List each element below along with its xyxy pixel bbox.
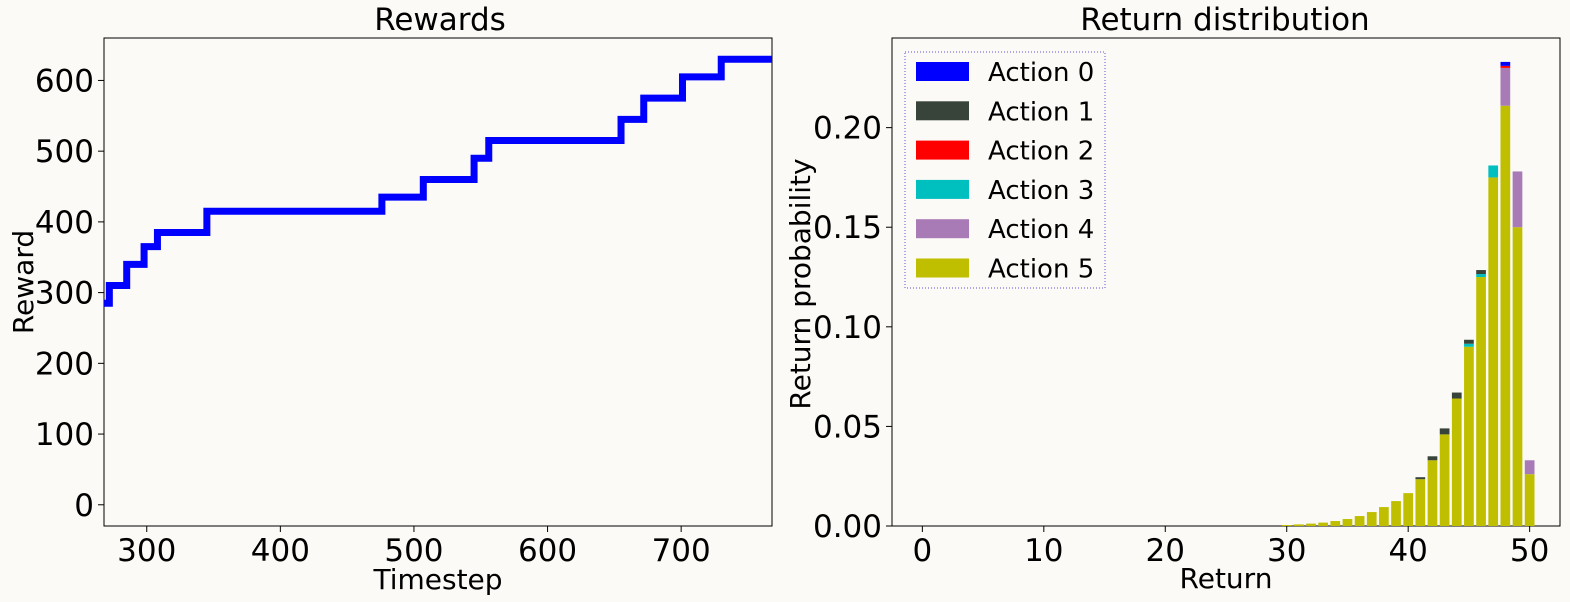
- x-tick-label: 0: [912, 533, 932, 569]
- legend-label: Action 5: [988, 255, 1094, 285]
- bar-segment: [1366, 512, 1377, 526]
- y-tick-label: 0.05: [813, 409, 882, 445]
- bar-segment: [1306, 523, 1316, 526]
- y-tick-label: 0.00: [813, 509, 882, 545]
- legend-label: Action 0: [988, 58, 1094, 88]
- y-tick-label: 0.15: [813, 210, 882, 246]
- legend-label: Action 4: [988, 215, 1094, 245]
- y-tick-label: 200: [35, 346, 94, 382]
- bar-segment: [1318, 522, 1329, 526]
- bar-segment: [1451, 398, 1462, 526]
- legend-swatch: [916, 140, 969, 160]
- bar-segment: [1512, 171, 1523, 228]
- x-tick-label: 10: [1024, 533, 1063, 569]
- y-axis-label: Reward: [7, 230, 40, 334]
- bar-segment: [1476, 277, 1486, 526]
- bar-segment: [1464, 346, 1474, 526]
- bar-segment: [1415, 479, 1426, 526]
- x-tick-label: 400: [251, 533, 310, 569]
- x-tick-label: 700: [652, 533, 711, 569]
- legend-label: Action 2: [988, 137, 1094, 167]
- bar-segment: [1439, 428, 1450, 435]
- bar-segment: [1427, 460, 1438, 526]
- bar-segment: [1330, 521, 1341, 526]
- y-tick-label: 0.20: [813, 111, 882, 147]
- y-tick-label: 600: [35, 63, 94, 99]
- bar-segment: [1464, 343, 1474, 347]
- chart-title: Return distribution: [1080, 2, 1369, 38]
- y-tick-label: 300: [35, 276, 94, 312]
- plot-frame: [103, 37, 773, 527]
- bar-segment: [1500, 65, 1511, 68]
- legend-swatch: [916, 219, 969, 239]
- bar-segment: [1500, 61, 1511, 66]
- bar-segment: [1403, 493, 1414, 526]
- bar-segment: [1488, 177, 1499, 526]
- bar-segment: [1294, 524, 1304, 526]
- bar-segment: [1488, 165, 1499, 178]
- legend-swatch: [916, 101, 969, 121]
- bar-group: [1281, 61, 1535, 527]
- x-axis-label: Timestep: [372, 563, 502, 596]
- return-distribution-chart: Return distribution 0 10 20 30 40 500.000.050…: [784, 2, 1561, 595]
- legend-swatch: [916, 179, 969, 199]
- bar-segment: [1281, 525, 1292, 526]
- tick-group: 0 10 20 30 40 50 0.00 0.05 0.10 0.15 0.20: [813, 111, 1549, 569]
- bar-segment: [1439, 434, 1450, 526]
- bar-segment: [1379, 507, 1389, 526]
- bar-segment: [1415, 477, 1426, 480]
- bar-segment: [1512, 227, 1523, 526]
- tick-group: 300 400 500 600 700 0 100 200 300 400 500 600: [35, 63, 711, 569]
- x-axis-label: Return: [1180, 562, 1273, 595]
- y-tick-label: 0: [74, 488, 94, 524]
- x-tick-label: 300: [117, 533, 176, 569]
- legend-label: Action 3: [988, 176, 1094, 206]
- y-tick-label: 500: [35, 134, 94, 170]
- rewards-chart: Rewards 300 400 500 600 700 0 100 200 300 400 500 6…: [7, 2, 773, 596]
- legend-box: [904, 51, 1106, 289]
- bar-segment: [1500, 67, 1511, 106]
- bar-segment: [1464, 339, 1474, 344]
- legend: Action 0 Action 1 Action 2 Action 3 Action 4…: [904, 51, 1106, 289]
- y-axis-label: Return probability: [784, 158, 817, 409]
- x-tick-label: 40: [1388, 533, 1427, 569]
- bar-segment: [1451, 392, 1462, 399]
- bar-segment: [1500, 105, 1511, 527]
- legend-swatch: [916, 258, 969, 278]
- bar-segment: [1354, 516, 1365, 526]
- plot-frame: [891, 37, 1561, 527]
- x-tick-label: 500: [384, 533, 443, 569]
- x-tick-label: 600: [518, 533, 577, 569]
- y-tick-label: 400: [35, 205, 94, 241]
- x-tick-label: 50: [1510, 533, 1549, 569]
- chart-title: Rewards: [374, 2, 506, 38]
- bar-segment: [1524, 474, 1535, 526]
- bar-segment: [1476, 270, 1486, 275]
- y-tick-label: 0.10: [813, 310, 882, 346]
- x-tick-label: 30: [1267, 533, 1306, 569]
- y-tick-label: 100: [35, 417, 94, 453]
- x-tick-label: 20: [1146, 533, 1185, 569]
- bar-segment: [1427, 456, 1438, 461]
- legend-swatch: [916, 62, 969, 81]
- bar-segment: [1524, 460, 1535, 475]
- bar-segment: [1476, 274, 1486, 278]
- legend-label: Action 1: [988, 97, 1094, 127]
- reward-step-line: [104, 55, 772, 307]
- bar-segment: [1342, 519, 1353, 526]
- bar-segment: [1391, 501, 1401, 526]
